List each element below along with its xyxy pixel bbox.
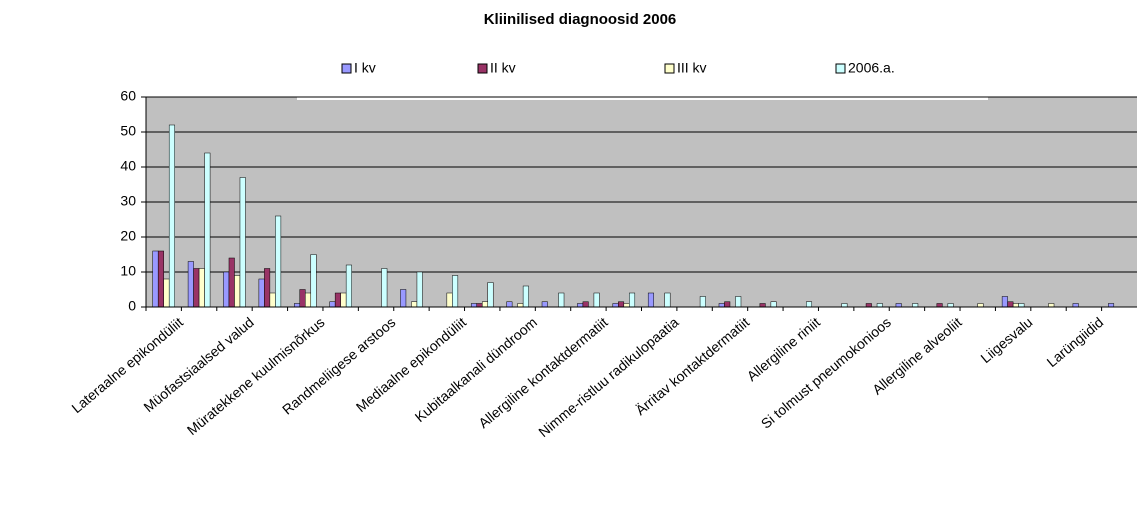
bar [1001,296,1008,308]
legend-swatch [835,63,846,74]
bar [168,124,175,308]
x-tick-label: Si tolmust pneumokonioos [758,314,894,432]
bar [612,303,619,308]
bar [310,254,317,308]
bar [275,215,282,308]
bar [1072,303,1079,308]
bar [912,303,919,308]
bar [152,250,159,308]
bar [305,292,312,308]
legend-swatch [477,63,488,74]
bar [841,303,848,308]
bar [163,278,170,308]
bar [340,292,347,308]
bar [876,303,883,308]
bar [517,303,524,308]
y-tick-label: 10 [120,263,136,279]
bar [228,257,235,308]
x-tick-label: Nimme-ristluu radikulopaatia [535,314,681,440]
bar [299,289,306,308]
bar [400,289,407,308]
bar [269,292,276,308]
legend-box [297,55,988,100]
bar [416,271,423,308]
bar [558,292,565,308]
bar [1108,303,1115,308]
bar [977,303,984,308]
bar [623,303,630,308]
bar [618,301,625,308]
x-tick-label: Allergiline kontaktdermatiit [475,314,611,431]
bar [699,296,706,308]
bar [1012,303,1019,308]
bar [506,301,513,308]
bar [582,301,589,308]
bar [577,303,584,308]
bar [895,303,902,308]
bar [187,261,194,308]
x-tick-label: Randmeliigese arstoos [279,314,398,418]
bar [204,152,211,308]
bar [446,292,453,308]
bar [759,303,766,308]
bar [1048,303,1055,308]
legend-label: III kv [677,60,707,76]
bar [198,268,205,308]
bar [381,268,388,308]
bar [1018,303,1025,308]
bar [345,264,352,308]
bar [647,292,654,308]
bar [329,301,336,308]
bar [522,285,529,308]
bar [770,301,777,308]
legend-label: 2006.a. [848,60,895,76]
y-tick-label: 20 [120,228,136,244]
bar [806,301,813,308]
bar [593,292,600,308]
bar [947,303,954,308]
y-tick-label: 50 [120,123,136,139]
bar [735,296,742,308]
legend-label: II kv [490,60,516,76]
bar [334,292,341,308]
bar [294,303,301,308]
bar [724,301,731,308]
bar [258,278,265,308]
legend-swatch [341,63,352,74]
bar [234,275,241,308]
bar [223,271,230,308]
x-tick-label: Ärritav kontaktdermatiit [632,314,752,418]
bar [629,292,636,308]
legend-swatch [664,63,675,74]
bar [718,303,725,308]
legend-label: I kv [354,60,376,76]
y-tick-label: 40 [120,158,136,174]
x-tick-label: Müratekkene kuulmisnõrkus [184,314,328,438]
bar [239,177,246,308]
x-tick-label: Larüngiidid [1043,314,1106,370]
x-tick-label: Lateraalne epikondüliit [68,314,186,416]
bar [481,301,488,308]
bar [487,282,494,308]
bar [193,268,200,308]
bar [936,303,943,308]
chart-title: Kliinilised diagnoosid 2006 [484,11,677,28]
x-tick-label: Kubitaalkanali dündroom [412,314,540,425]
x-tick-label: Liigesvalu [977,314,1035,366]
bar [865,303,872,308]
bar [411,301,418,308]
bar [470,303,477,308]
bar [157,250,164,308]
bar [452,275,459,308]
bar [664,292,671,308]
y-tick-label: 60 [120,88,136,104]
y-tick-label: 0 [128,298,136,314]
bar [476,303,483,308]
bar [541,301,548,308]
bar [264,268,271,308]
bar [1007,301,1014,308]
y-tick-label: 30 [120,193,136,209]
